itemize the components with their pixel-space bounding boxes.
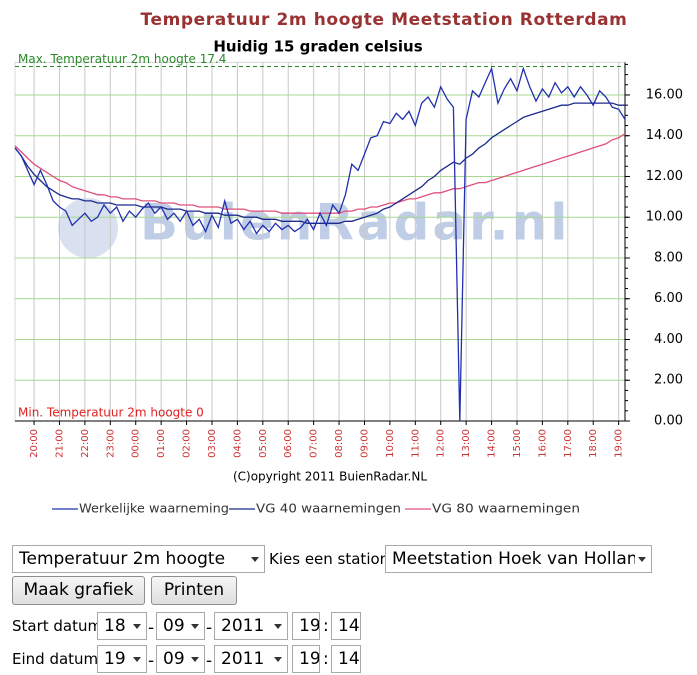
series-line — [14, 66, 626, 422]
day-select[interactable]: 19 — [97, 645, 147, 673]
y-tick-label: 4.00 — [654, 332, 683, 347]
minute-input-value: 14 — [338, 649, 360, 669]
series-line — [14, 102, 625, 224]
month-select-value: 09 — [163, 616, 185, 636]
date-separator: - — [148, 651, 155, 671]
hour-input[interactable]: 19 — [292, 645, 320, 673]
x-tick-label: 15:00 — [512, 429, 523, 458]
station-value: Meetstation Hoek van Holland — [392, 549, 635, 569]
watermark: BuienRadar.nl — [58, 194, 570, 258]
date-label: Eind datum — [12, 650, 99, 668]
watermark-text: BuienRadar.nl — [140, 194, 570, 252]
x-tick-label: 12:00 — [436, 429, 447, 458]
hour-input-value: 19 — [299, 649, 319, 669]
plot-area — [14, 61, 626, 422]
copyright: (C)opyright 2011 BuienRadar.NL — [233, 470, 427, 484]
x-tick-label: 00:00 — [131, 429, 142, 458]
date-label: Start datum — [12, 617, 103, 635]
x-tick-label: 03:00 — [207, 429, 218, 458]
legend-label: Werkelijke waarneming — [79, 502, 229, 516]
watermark-logo — [58, 198, 118, 258]
chart-subtitle: Huidig 15 graden celsius — [213, 38, 422, 56]
x-tick-label: 14:00 — [487, 429, 498, 458]
day-select-value: 18 — [104, 616, 126, 636]
day-select[interactable]: 18 — [97, 612, 147, 640]
hour-input-value: 19 — [299, 616, 319, 636]
date-separator: - — [148, 618, 155, 638]
y-tick-label: 12.00 — [646, 169, 683, 184]
x-tick-label: 21:00 — [54, 429, 65, 458]
time-separator: : — [323, 649, 329, 669]
year-select[interactable]: 2011 — [214, 612, 288, 640]
year-select[interactable]: 2011 — [214, 645, 288, 673]
year-select-value: 2011 — [221, 616, 265, 636]
month-select[interactable]: 09 — [156, 645, 205, 673]
print-button[interactable]: Printen — [151, 576, 237, 605]
date-separator: - — [206, 618, 213, 638]
y-tick-label: 0.00 — [654, 414, 683, 429]
make-chart-button[interactable]: Maak grafiek — [12, 576, 145, 605]
x-tick-label: 18:00 — [588, 429, 599, 458]
x-tick-label: 08:00 — [334, 429, 345, 458]
x-tick-label: 10:00 — [385, 429, 396, 458]
minute-input[interactable]: 14 — [331, 645, 361, 673]
x-tick-label: 13:00 — [461, 429, 472, 458]
y-tick-label: 2.00 — [654, 373, 683, 388]
hour-input[interactable]: 19 — [292, 612, 320, 640]
chart: Temperatuur 2m hoogte Meetstation Rotter… — [14, 10, 683, 516]
y-tick-label: 14.00 — [646, 128, 683, 143]
variable-select[interactable]: Temperatuur 2m hoogte — [12, 545, 265, 573]
minute-input[interactable]: 14 — [331, 612, 361, 640]
max-annotation: Max. Temperatuur 2m hoogte 17.4 — [18, 52, 226, 66]
y-tick-label: 16.00 — [646, 87, 683, 102]
y-tick-label: 10.00 — [646, 210, 683, 225]
y-tick-label: 6.00 — [654, 291, 683, 306]
x-tick-label: 17:00 — [563, 429, 574, 458]
variable-value: Temperatuur 2m hoogte — [19, 549, 226, 569]
minute-input-value: 14 — [338, 616, 360, 636]
x-tick-label: 11:00 — [410, 429, 421, 458]
y-tick-label: 8.00 — [654, 250, 683, 265]
x-tick-label: 02:00 — [182, 429, 193, 458]
day-select-value: 19 — [104, 649, 126, 669]
x-tick-label: 09:00 — [359, 429, 370, 458]
month-select-value: 09 — [163, 649, 185, 669]
station-select[interactable]: Meetstation Hoek van Holland — [385, 545, 652, 573]
date-separator: - — [206, 651, 213, 671]
x-tick-label: 16:00 — [537, 429, 548, 458]
month-select[interactable]: 09 — [156, 612, 205, 640]
x-tick-label: 19:00 — [614, 429, 625, 458]
station-label: Kies een station: — [269, 550, 395, 568]
legend-label: VG 40 waarnemingen — [256, 502, 401, 516]
time-separator: : — [323, 616, 329, 636]
year-select-value: 2011 — [221, 649, 265, 669]
x-tick-label: 23:00 — [105, 429, 116, 458]
x-tick-label: 06:00 — [283, 429, 294, 458]
legend-label: VG 80 waarnemingen — [432, 502, 580, 516]
min-annotation: Min. Temperatuur 2m hoogte 0 — [18, 406, 204, 420]
x-tick-label: 20:00 — [29, 429, 40, 458]
x-tick-label: 01:00 — [156, 429, 167, 458]
x-tick-label: 22:00 — [80, 429, 91, 458]
x-tick-label: 04:00 — [232, 429, 243, 458]
x-tick-label: 07:00 — [309, 429, 320, 458]
x-tick-label: 05:00 — [258, 429, 269, 458]
chart-title: Temperatuur 2m hoogte Meetstation Rotter… — [141, 10, 628, 30]
